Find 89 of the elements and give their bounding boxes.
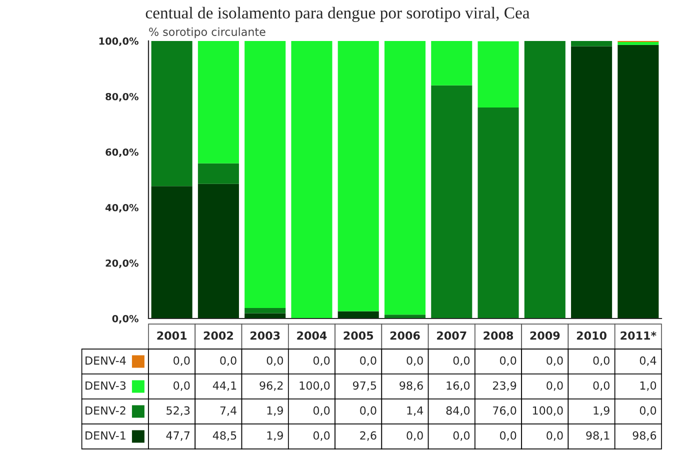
data-label: 0,0 xyxy=(313,406,330,416)
bar xyxy=(151,40,192,186)
data-label: 76,0 xyxy=(493,406,516,416)
data-label: 1,9 xyxy=(267,431,283,441)
data-label: 0,0 xyxy=(500,431,516,441)
bar xyxy=(571,40,612,46)
x-tick-label: 2001 xyxy=(157,331,187,340)
x-tick-label: 2010 xyxy=(576,331,606,340)
data-label: 0,0 xyxy=(500,356,516,366)
data-label: 1,9 xyxy=(267,406,283,416)
data-label: 0,0 xyxy=(406,356,423,366)
data-label: 7,4 xyxy=(220,406,236,416)
data-label: 1,4 xyxy=(407,406,424,416)
data-label: 84,0 xyxy=(446,406,470,416)
y-tick-label: 0,0% xyxy=(112,314,138,324)
y-tick-label: 40,0% xyxy=(105,204,138,213)
legend-label: DENV-4 xyxy=(86,356,126,365)
data-label: 0,0 xyxy=(453,431,470,441)
legend-label: DENV-1 xyxy=(86,431,126,440)
data-label: 0,0 xyxy=(313,431,330,441)
data-label: 0,4 xyxy=(640,356,656,366)
data-label: 1,0 xyxy=(640,381,656,391)
bar xyxy=(198,40,239,164)
y-tick-label: 20,0% xyxy=(106,259,138,268)
x-tick-label: 2009 xyxy=(530,331,560,340)
data-label: 0,0 xyxy=(266,356,284,366)
data-label: 0,0 xyxy=(593,381,610,391)
bar xyxy=(244,313,286,318)
data-label: 2,6 xyxy=(360,431,376,441)
bar xyxy=(384,314,426,318)
data-label: 0,0 xyxy=(546,431,563,441)
data-label: 98,6 xyxy=(400,381,423,391)
data-label: 0,0 xyxy=(640,406,656,416)
bar xyxy=(244,40,286,308)
data-label: 0,0 xyxy=(360,406,376,416)
data-label: 96,2 xyxy=(260,381,283,391)
x-tick-label: 2002 xyxy=(204,331,233,340)
data-label: 0,0 xyxy=(174,356,190,366)
data-label: 48,5 xyxy=(212,431,236,441)
data-label: 0,0 xyxy=(453,356,470,366)
bar xyxy=(618,44,659,318)
bar xyxy=(338,40,379,312)
data-label: 0,0 xyxy=(313,356,330,366)
data-label: 0,0 xyxy=(220,356,236,366)
x-tick-label: 2011* xyxy=(620,331,656,340)
bar xyxy=(338,311,379,318)
y-axis-title: % sorotipo circulante xyxy=(149,27,266,38)
data-label: 100,0 xyxy=(532,406,563,416)
bar xyxy=(198,163,239,184)
x-tick-label: 2005 xyxy=(344,331,374,340)
x-tick-label: 2004 xyxy=(297,331,327,340)
bar xyxy=(291,40,332,318)
data-label: 47,7 xyxy=(166,431,190,441)
bar xyxy=(244,308,286,314)
bar xyxy=(478,108,519,318)
data-label: 98,1 xyxy=(586,431,610,441)
legend-label: DENV-2 xyxy=(86,406,126,415)
bar xyxy=(198,184,239,318)
y-tick-label: 100,0% xyxy=(99,37,138,46)
data-label: 0,0 xyxy=(360,356,376,366)
data-label: 16,0 xyxy=(446,381,470,391)
data-label: 0,0 xyxy=(546,381,563,391)
chart-title: centual de isolamento para dengue por sorotipo viral, Cea xyxy=(146,6,530,22)
bar xyxy=(618,42,659,45)
x-tick-label: 2003 xyxy=(250,331,280,340)
data-label: 98,6 xyxy=(632,431,656,441)
y-tick-label: 80,0% xyxy=(106,92,138,102)
x-tick-label: 2008 xyxy=(484,331,514,340)
bar xyxy=(431,85,472,318)
data-label: 23,9 xyxy=(493,381,516,391)
bar xyxy=(571,46,612,318)
data-label: 97,5 xyxy=(352,381,376,391)
data-label: 52,3 xyxy=(166,406,190,416)
data-label: 1,9 xyxy=(594,406,610,416)
data-label: 0,0 xyxy=(174,381,190,391)
data-label: 0,0 xyxy=(406,431,423,441)
bar xyxy=(524,40,566,318)
data-label: 100,0 xyxy=(300,381,330,391)
bar xyxy=(151,186,192,318)
bar xyxy=(478,41,519,108)
y-tick-label: 60,0% xyxy=(106,148,138,158)
bar xyxy=(384,40,426,315)
data-label: 0,0 xyxy=(593,356,610,366)
data-label: 44,1 xyxy=(212,381,236,391)
x-tick-label: 2007 xyxy=(437,331,466,340)
x-tick-label: 2006 xyxy=(390,331,420,340)
bar xyxy=(431,40,472,86)
data-label: 0,0 xyxy=(546,356,563,366)
legend-label: DENV-3 xyxy=(86,381,126,390)
